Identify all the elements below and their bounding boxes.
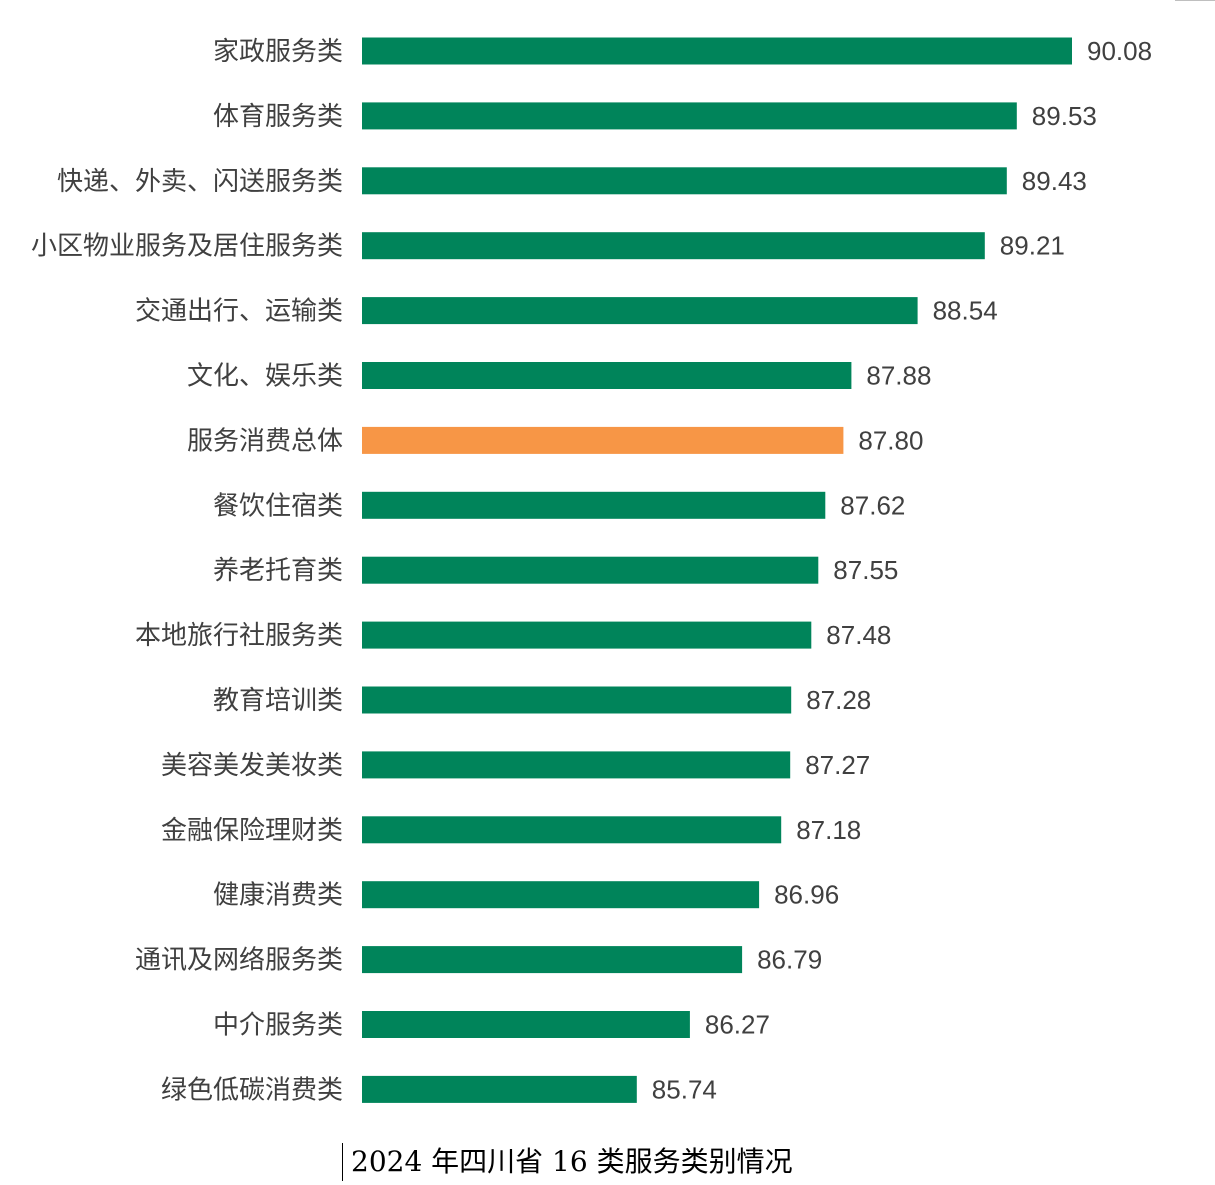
value-label: 87.28 xyxy=(806,685,871,715)
category-label: 健康消费类 xyxy=(213,881,343,911)
value-label: 87.27 xyxy=(805,750,870,780)
bar xyxy=(362,621,812,649)
chart-caption: 2024 年四川省 16 类服务类别情况 xyxy=(342,1143,793,1181)
category-label: 通讯及网络服务类 xyxy=(135,946,343,976)
value-label: 89.21 xyxy=(1000,231,1065,261)
bar xyxy=(362,167,1007,195)
category-label: 体育服务类 xyxy=(213,102,343,132)
value-label: 89.43 xyxy=(1022,166,1087,196)
category-label: 绿色低碳消费类 xyxy=(161,1075,343,1105)
bar xyxy=(362,1011,690,1038)
category-label: 交通出行、运输类 xyxy=(135,297,343,327)
category-label: 小区物业服务及居住服务类 xyxy=(31,232,343,262)
bar xyxy=(362,556,819,584)
value-label: 86.96 xyxy=(774,880,839,910)
corner-mark xyxy=(1175,0,1215,3)
bar xyxy=(362,816,782,844)
category-label: 中介服务类 xyxy=(213,1011,343,1041)
value-label: 88.54 xyxy=(933,296,998,326)
value-label: 86.27 xyxy=(705,1010,770,1040)
category-label: 美容美发美妆类 xyxy=(161,751,343,781)
category-label: 教育培训类 xyxy=(213,686,343,716)
value-label: 85.74 xyxy=(652,1074,717,1104)
bar xyxy=(362,1075,637,1103)
bar xyxy=(362,686,792,714)
bar xyxy=(362,297,918,325)
value-label: 87.88 xyxy=(866,361,931,391)
bar xyxy=(362,362,852,389)
bars-layer xyxy=(362,37,1072,1103)
value-labels: 90.08 89.53 89.43 89.21 88.54 87.88 87.80 87.62… xyxy=(652,36,1152,1104)
bar xyxy=(362,102,1017,130)
value-label: 87.80 xyxy=(858,425,923,455)
category-label: 服务消费总体 xyxy=(187,426,343,456)
bar xyxy=(362,232,985,260)
category-label: 金融保险理财类 xyxy=(161,816,343,846)
category-label: 养老托育类 xyxy=(213,556,343,586)
value-label: 87.18 xyxy=(796,815,861,845)
bar xyxy=(362,881,760,909)
category-label: 本地旅行社服务类 xyxy=(135,621,343,651)
value-label: 90.08 xyxy=(1087,36,1152,66)
bar xyxy=(362,491,826,519)
category-label: 快递、外卖、闪送服务类 xyxy=(57,167,343,197)
category-labels: 家政服务类体育服务类快递、外卖、闪送服务类小区物业服务及居住服务类交通出行、运输… xyxy=(31,37,343,1105)
bar-highlight xyxy=(362,426,844,454)
value-label: 89.53 xyxy=(1032,101,1097,131)
bar xyxy=(362,946,743,974)
category-label: 家政服务类 xyxy=(213,37,343,67)
bar xyxy=(362,37,1072,65)
value-label: 87.55 xyxy=(833,555,898,585)
value-label: 86.79 xyxy=(757,945,822,975)
bar xyxy=(362,751,791,779)
value-label: 87.62 xyxy=(840,490,905,520)
value-label: 87.48 xyxy=(826,620,891,650)
category-label: 餐饮住宿类 xyxy=(213,491,343,521)
category-label: 文化、娱乐类 xyxy=(187,362,343,392)
